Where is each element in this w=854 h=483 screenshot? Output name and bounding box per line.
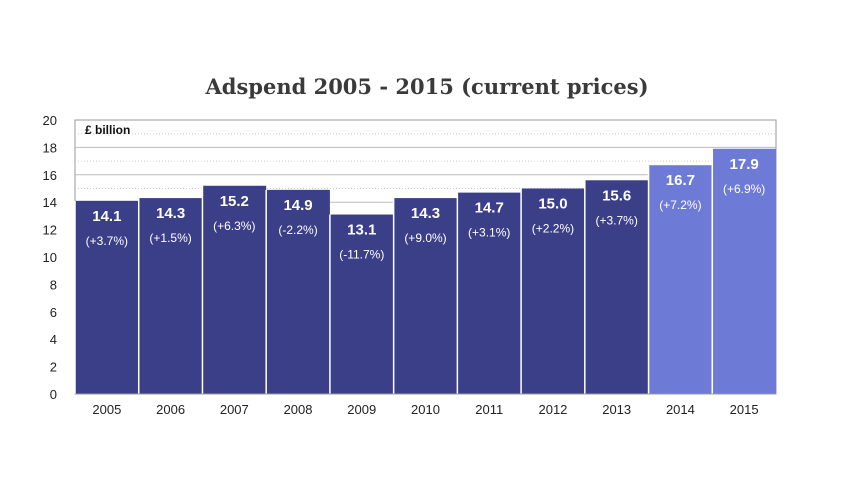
bar: [648, 165, 713, 394]
bar-change-label: (+7.2%): [659, 198, 701, 212]
bar-change-label: (+6.3%): [213, 219, 255, 233]
x-tick-label: 2014: [666, 402, 695, 417]
bar-value-label: 15.0: [538, 196, 567, 213]
x-tick-label: 2007: [220, 402, 249, 417]
x-tick-label: 2015: [730, 402, 759, 417]
bar: [329, 214, 394, 394]
y-tick-label: 12: [43, 223, 57, 238]
bar: [712, 148, 776, 394]
bar-value-label: 13.1: [347, 222, 376, 239]
x-tick-label: 2013: [602, 402, 631, 417]
bar-change-label: (+3.1%): [468, 226, 510, 240]
bar-change-label: (-11.7%): [339, 248, 384, 262]
bar: [138, 198, 203, 394]
x-tick-label: 2008: [284, 402, 313, 417]
bar: [584, 180, 649, 394]
x-tick-label: 2012: [538, 402, 567, 417]
bar-value-label: 17.9: [730, 156, 759, 173]
x-tick-label: 2009: [347, 402, 376, 417]
y-tick-label: 16: [43, 168, 57, 183]
y-tick-label: 4: [50, 332, 57, 347]
bar: [75, 200, 139, 394]
y-tick-label: 10: [43, 250, 57, 265]
bar-value-label: 15.6: [602, 187, 631, 204]
bar: [393, 198, 458, 394]
bar-value-label: 14.1: [92, 208, 121, 225]
bar: [521, 188, 585, 394]
bar-value-label: 16.7: [666, 172, 695, 189]
x-tick-label: 2010: [411, 402, 440, 417]
y-tick-label: 0: [50, 387, 57, 402]
y-tick-label: 18: [43, 140, 57, 155]
y-tick-label: 14: [43, 195, 57, 210]
bar-value-label: 14.9: [283, 197, 312, 214]
x-tick-label: 2006: [156, 402, 185, 417]
bar-value-label: 14.7: [475, 200, 504, 217]
x-tick-label: 2011: [475, 402, 503, 417]
bar: [457, 192, 522, 394]
bar-change-label: (+3.7%): [86, 234, 128, 248]
bar-change-label: (+9.0%): [404, 231, 446, 245]
bar-value-label: 15.2: [220, 193, 249, 210]
bar-change-label: (-2.2%): [278, 223, 317, 237]
bar: [202, 185, 267, 394]
bar-value-label: 14.3: [411, 205, 440, 222]
y-tick-label: 8: [50, 277, 57, 292]
x-tick-label: 2005: [92, 402, 121, 417]
bar-change-label: (+6.9%): [723, 182, 765, 196]
bar-change-label: (+1.5%): [149, 231, 191, 245]
y-tick-label: 6: [50, 305, 57, 320]
y-tick-label: 20: [43, 113, 57, 128]
y-tick-label: 2: [50, 360, 57, 375]
bar-value-label: 14.3: [156, 205, 185, 222]
bar-change-label: (+2.2%): [532, 222, 574, 236]
bar-change-label: (+3.7%): [596, 213, 638, 227]
unit-label: £ billion: [85, 123, 130, 137]
chart-title: Adspend 2005 - 2015 (current prices): [205, 74, 649, 99]
bar: [266, 189, 330, 394]
